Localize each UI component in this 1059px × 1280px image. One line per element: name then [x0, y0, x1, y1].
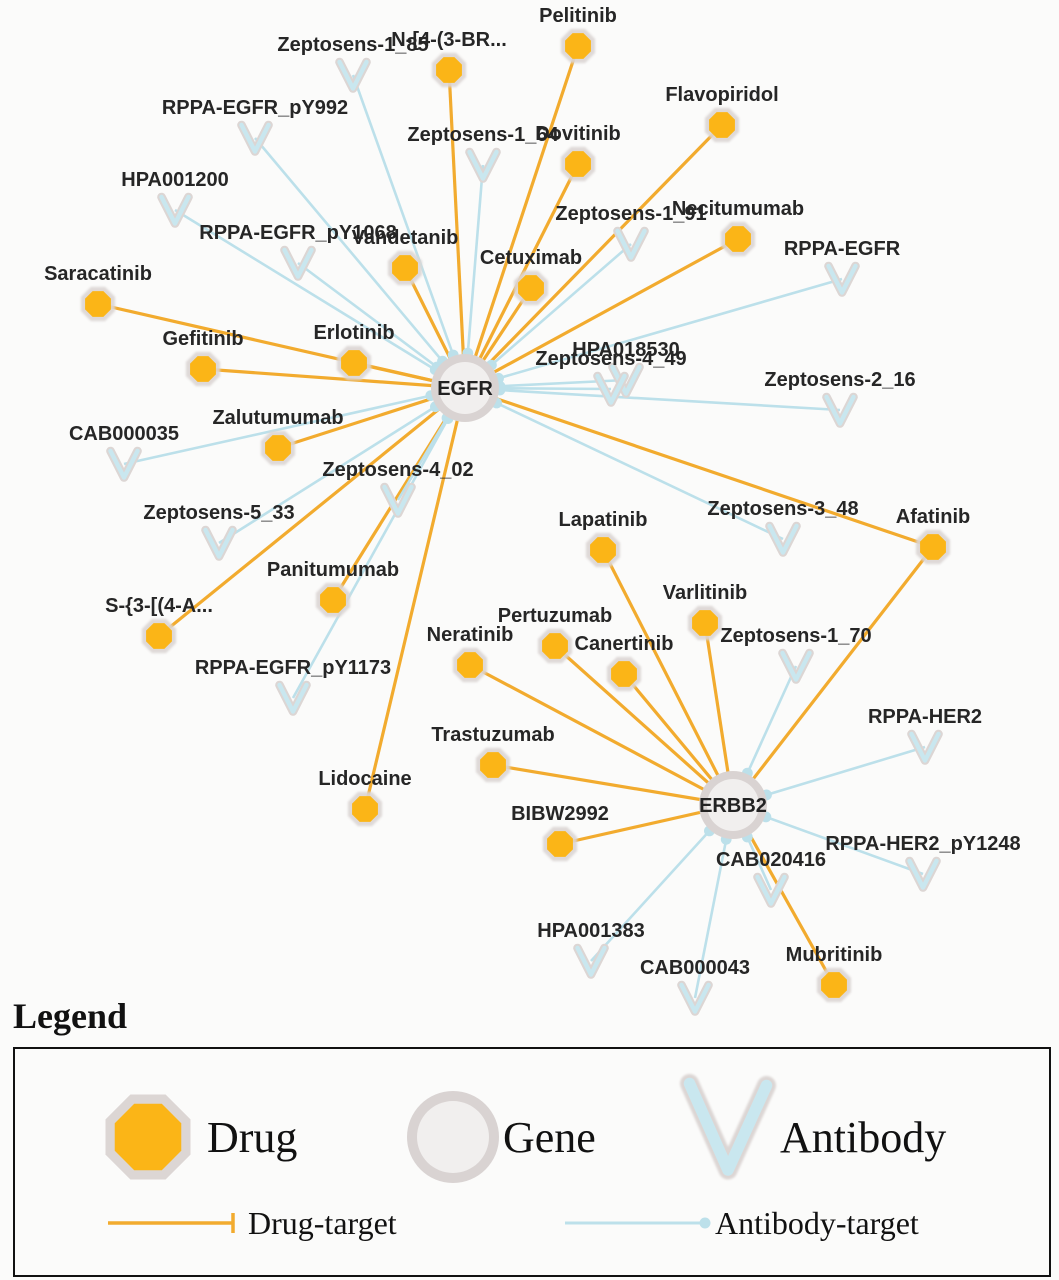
svg-text:EGFR: EGFR — [437, 378, 493, 400]
svg-text:ERBB2: ERBB2 — [699, 795, 767, 817]
